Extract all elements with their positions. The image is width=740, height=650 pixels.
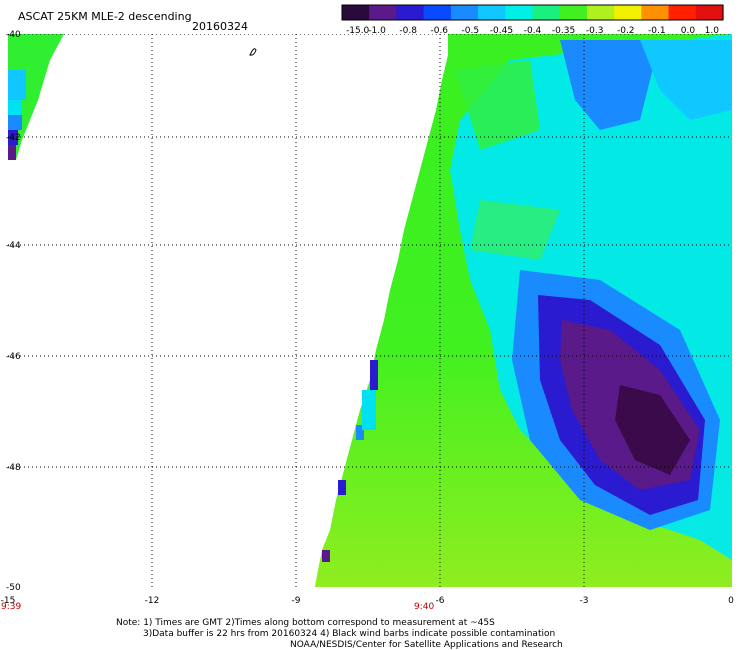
x-tick-label: 0 bbox=[728, 596, 734, 606]
colorbar-swatch bbox=[342, 5, 370, 20]
colorbar-label: -0.1 bbox=[648, 26, 666, 36]
colorbar-swatch bbox=[641, 5, 670, 20]
colorbar-swatch bbox=[532, 5, 561, 20]
colorbar: -15.0 -1.0 -0.8 -0.6 -0.5 -0.45 -0.4 -0.35 -0.3 -… bbox=[341, 4, 724, 36]
y-tick-label: -50 bbox=[6, 583, 21, 593]
footer-note-1: Note: 1) Times are GMT 2)Times along bot… bbox=[116, 618, 495, 628]
colorbar-swatch bbox=[369, 5, 398, 20]
map-date: 20160324 bbox=[192, 20, 248, 33]
colorbar-label: -0.5 bbox=[462, 26, 480, 36]
colorbar-swatch bbox=[586, 5, 615, 20]
colorbar-swatch bbox=[559, 5, 588, 20]
time-label-mid: 9:40 bbox=[414, 602, 434, 612]
colorbar-swatch bbox=[450, 5, 479, 20]
colorbar-label: -0.6 bbox=[430, 26, 448, 36]
footer-note-2: 3)Data buffer is 22 hrs from 20160324 4)… bbox=[143, 629, 555, 639]
colorbar-label: -0.35 bbox=[552, 26, 575, 36]
y-tick-label: -42 bbox=[6, 133, 21, 143]
colorbar-swatch bbox=[505, 5, 534, 20]
x-tick-label: -15 bbox=[1, 596, 16, 606]
colorbar-swatch bbox=[614, 5, 642, 20]
colorbar-label: -0.45 bbox=[490, 26, 513, 36]
lat-lon-grid bbox=[8, 34, 732, 587]
y-tick-label: -46 bbox=[6, 352, 21, 362]
main-swath bbox=[314, 34, 732, 587]
left-swath-strip bbox=[8, 34, 64, 160]
x-tick-label: -12 bbox=[145, 596, 160, 606]
footer-credit: NOAA/NESDIS/Center for Satellite Applica… bbox=[290, 640, 563, 650]
colorbar-swatch bbox=[478, 5, 506, 20]
y-tick-label: -40 bbox=[6, 30, 21, 40]
colorbar-label: -0.3 bbox=[586, 26, 604, 36]
colorbar-swatch bbox=[423, 5, 452, 20]
colorbar-label: 0.0 bbox=[681, 26, 696, 36]
y-tick-labels: -40 -42 -44 -46 -48 -50 bbox=[6, 30, 21, 593]
contour-mark bbox=[249, 48, 257, 56]
y-tick-label: -48 bbox=[6, 463, 21, 473]
x-tick-label: -3 bbox=[580, 596, 589, 606]
colorbar-swatch bbox=[668, 5, 697, 20]
x-tick-label: -9 bbox=[292, 596, 301, 606]
colorbar-label: -15.0 bbox=[346, 26, 370, 36]
x-tick-labels: -15 -12 -9 -6 -3 0 bbox=[1, 596, 734, 606]
colorbar-swatch bbox=[695, 5, 724, 20]
colorbar-label: -1.0 bbox=[368, 26, 386, 36]
x-tick-label: -6 bbox=[436, 596, 445, 606]
colorbar-label: 1.0 bbox=[705, 26, 720, 36]
colorbar-swatch bbox=[396, 5, 425, 20]
colorbar-label: -0.4 bbox=[524, 26, 542, 36]
time-label-start: 9:39 bbox=[1, 602, 21, 612]
colorbar-label: -0.2 bbox=[617, 26, 635, 36]
y-tick-label: -44 bbox=[6, 241, 21, 251]
colorbar-label: -0.8 bbox=[399, 26, 417, 36]
map-title: ASCAT 25KM MLE-2 descending bbox=[18, 10, 192, 23]
